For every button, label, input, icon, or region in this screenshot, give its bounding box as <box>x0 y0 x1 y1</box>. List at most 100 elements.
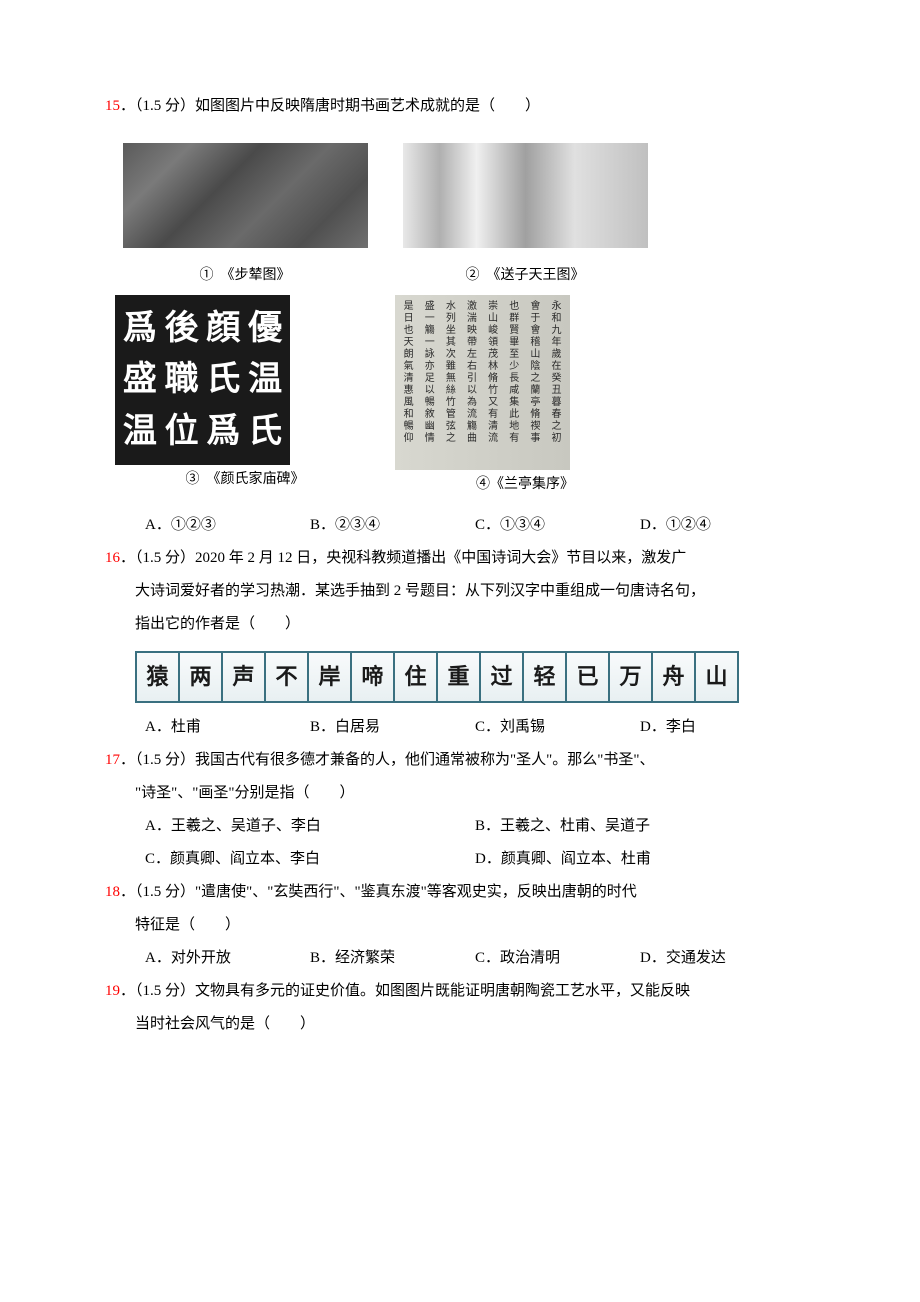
q16-option-a[interactable]: A．杜甫 <box>145 711 310 744</box>
q19-stem-line1: 19．（1.5 分）文物具有多元的证史价值。如图图片既能证明唐朝陶瓷工艺水平，又… <box>105 975 815 1008</box>
q15-image-4-cell: 永和九年歲在癸丑暮春之初 會于會稽山陰之蘭亭脩禊事 也群賢畢至少長咸集此地有 崇… <box>395 295 655 496</box>
q18-number: 18 <box>105 884 120 900</box>
char-cell-4: 岸 <box>308 652 351 702</box>
q17-points: （1.5 分） <box>135 752 195 768</box>
calli1-col-c: 顔氏爲 <box>206 303 240 457</box>
q16-number: 16 <box>105 550 120 566</box>
q18-stem-line2: 特征是（ ） <box>105 909 815 942</box>
q15-points: （1.5 分） <box>135 98 195 114</box>
q15-option-a[interactable]: A．①②③ <box>145 509 310 542</box>
char-cell-11: 万 <box>609 652 652 702</box>
calli2-col-8: 是日也天朗氣清惠風和暢仰 <box>404 301 414 464</box>
c4-title: 《兰亭集序》 <box>490 477 574 492</box>
q16-option-b[interactable]: B．白居易 <box>310 711 475 744</box>
calli2-col-7: 盛一觴一詠亦足以暢敘幽情 <box>425 301 435 464</box>
q19-stem1: 文物具有多元的证史价值。如图图片既能证明唐朝陶瓷工艺水平，又能反映 <box>195 983 690 999</box>
c4-num: ④ <box>476 477 490 492</box>
char-cell-8: 过 <box>480 652 523 702</box>
question-17: 17．（1.5 分）我国古代有很多德才兼备的人，他们通常被称为"圣人"。那么"书… <box>105 744 815 876</box>
question-15: 15．（1.5 分）如图图片中反映隋唐时期书画艺术成就的是（ ） ① 《步辇图》… <box>105 90 815 542</box>
q16-points: （1.5 分） <box>135 550 195 566</box>
char-row: 猿 两 声 不 岸 啼 住 重 过 轻 已 万 舟 山 <box>136 652 738 702</box>
q17-stem-line2: "诗圣"、"画圣"分别是指（ ） <box>105 777 815 810</box>
q15-caption-4: ④《兰亭集序》 <box>395 474 655 496</box>
q16-stem-line2: 大诗词爱好者的学习热潮．某选手抽到 2 号题目：从下列汉字中重组成一句唐诗名句， <box>105 575 815 608</box>
q18-option-c[interactable]: C．政治清明 <box>475 942 640 975</box>
char-cell-0: 猿 <box>136 652 179 702</box>
q15-images-grid: ① 《步辇图》 ② 《送子天王图》 爲盛温 後職位 顔氏爲 優温氏 ③ 《颜氏家… <box>115 143 815 497</box>
q15-caption-2: ② 《送子天王图》 <box>395 265 655 287</box>
q15-stem: 15．（1.5 分）如图图片中反映隋唐时期书画艺术成就的是（ ） <box>105 90 815 123</box>
q16-stem-line3: 指出它的作者是（ ） <box>105 608 815 641</box>
q19-stem-line2: 当时社会风气的是（ ） <box>105 1008 815 1041</box>
q16-options: A．杜甫 B．白居易 C．刘禹锡 D．李白 <box>145 711 815 744</box>
calli1-col-d: 優温氏 <box>248 303 282 457</box>
calli2-col-1: 永和九年歲在癸丑暮春之初 <box>551 301 561 464</box>
q15-number: 15 <box>105 98 120 114</box>
q15-options: A．①②③ B．②③④ C．①③④ D．①②④ <box>145 509 815 542</box>
c2-num: ② <box>466 268 480 283</box>
question-16: 16．（1.5 分）2020 年 2 月 12 日，央视科教频道播出《中国诗词大… <box>105 542 815 744</box>
q15-option-b[interactable]: B．②③④ <box>310 509 475 542</box>
c3-num: ③ <box>186 472 200 487</box>
q18-option-d[interactable]: D．交通发达 <box>640 942 805 975</box>
c1-title: 《步辇图》 <box>228 268 291 283</box>
c2-title: 《送子天王图》 <box>494 268 585 283</box>
calli2-col-5: 激湍映帶左右引以為流觴曲 <box>467 301 477 464</box>
char-cell-3: 不 <box>265 652 308 702</box>
q16-char-table: 猿 两 声 不 岸 啼 住 重 过 轻 已 万 舟 山 <box>135 651 739 703</box>
c3-title: 《颜氏家庙碑》 <box>214 472 305 487</box>
songzi-painting <box>403 143 648 248</box>
q16-option-c[interactable]: C．刘禹锡 <box>475 711 640 744</box>
char-cell-9: 轻 <box>523 652 566 702</box>
q15-option-d[interactable]: D．①②④ <box>640 509 805 542</box>
q17-options-row1: A．王羲之、吴道子、李白 B．王羲之、杜甫、吴道子 <box>145 810 815 843</box>
q19-number: 19 <box>105 983 120 999</box>
char-cell-10: 已 <box>566 652 609 702</box>
q15-image-2-cell: ② 《送子天王图》 <box>395 143 655 287</box>
calli1-col-b: 後職位 <box>165 303 199 457</box>
c1-num: ① <box>200 268 214 283</box>
char-cell-12: 舟 <box>652 652 695 702</box>
q18-stem1: "遣唐使"、"玄奘西行"、"鉴真东渡"等客观史实，反映出唐朝的时代 <box>195 884 637 900</box>
char-cell-13: 山 <box>695 652 738 702</box>
yanshi-calligraphy: 爲盛温 後職位 顔氏爲 優温氏 <box>115 295 290 465</box>
q18-option-a[interactable]: A．对外开放 <box>145 942 310 975</box>
char-cell-2: 声 <box>222 652 265 702</box>
q17-stem1: 我国古代有很多德才兼备的人，他们通常被称为"圣人"。那么"书圣"、 <box>195 752 655 768</box>
char-cell-1: 两 <box>179 652 222 702</box>
q15-caption-3: ③ 《颜氏家庙碑》 <box>115 469 375 491</box>
q15-caption-1: ① 《步辇图》 <box>115 265 375 287</box>
bunian-painting <box>123 143 368 248</box>
char-cell-7: 重 <box>437 652 480 702</box>
q15-option-c[interactable]: C．①③④ <box>475 509 640 542</box>
q15-image-3-cell: 爲盛温 後職位 顔氏爲 優温氏 ③ 《颜氏家庙碑》 <box>115 295 375 496</box>
q17-number: 17 <box>105 752 120 768</box>
calli2-col-3: 也群賢畢至少長咸集此地有 <box>509 301 519 464</box>
char-cell-6: 住 <box>394 652 437 702</box>
q17-options-row2: C．颜真卿、阎立本、李白 D．颜真卿、阎立本、杜甫 <box>145 843 815 876</box>
lanting-calligraphy: 永和九年歲在癸丑暮春之初 會于會稽山陰之蘭亭脩禊事 也群賢畢至少長咸集此地有 崇… <box>395 295 570 470</box>
q15-image-1-cell: ① 《步辇图》 <box>115 143 375 287</box>
q18-stem-line1: 18．（1.5 分）"遣唐使"、"玄奘西行"、"鉴真东渡"等客观史实，反映出唐朝… <box>105 876 815 909</box>
q18-options: A．对外开放 B．经济繁荣 C．政治清明 D．交通发达 <box>145 942 815 975</box>
q17-option-b[interactable]: B．王羲之、杜甫、吴道子 <box>475 810 805 843</box>
calli2-col-2: 會于會稽山陰之蘭亭脩禊事 <box>530 301 540 464</box>
q17-option-d[interactable]: D．颜真卿、阎立本、杜甫 <box>475 843 805 876</box>
q17-stem-line1: 17．（1.5 分）我国古代有很多德才兼备的人，他们通常被称为"圣人"。那么"书… <box>105 744 815 777</box>
question-18: 18．（1.5 分）"遣唐使"、"玄奘西行"、"鉴真东渡"等客观史实，反映出唐朝… <box>105 876 815 975</box>
q16-stem-line1: 16．（1.5 分）2020 年 2 月 12 日，央视科教频道播出《中国诗词大… <box>105 542 815 575</box>
calli2-col-4: 崇山峻領茂林脩竹又有清流 <box>488 301 498 464</box>
question-19: 19．（1.5 分）文物具有多元的证史价值。如图图片既能证明唐朝陶瓷工艺水平，又… <box>105 975 815 1041</box>
q19-points: （1.5 分） <box>135 983 195 999</box>
q17-option-a[interactable]: A．王羲之、吴道子、李白 <box>145 810 475 843</box>
q16-option-d[interactable]: D．李白 <box>640 711 805 744</box>
calli2-col-6: 水列坐其次雖無絲竹管弦之 <box>446 301 456 464</box>
q18-points: （1.5 分） <box>135 884 195 900</box>
calli1-col-a: 爲盛温 <box>123 303 157 457</box>
q17-option-c[interactable]: C．颜真卿、阎立本、李白 <box>145 843 475 876</box>
q18-option-b[interactable]: B．经济繁荣 <box>310 942 475 975</box>
q16-stem1: 2020 年 2 月 12 日，央视科教频道播出《中国诗词大会》节目以来，激发广 <box>195 550 686 566</box>
q15-stem-text: 如图图片中反映隋唐时期书画艺术成就的是（ ） <box>195 98 540 114</box>
char-cell-5: 啼 <box>351 652 394 702</box>
